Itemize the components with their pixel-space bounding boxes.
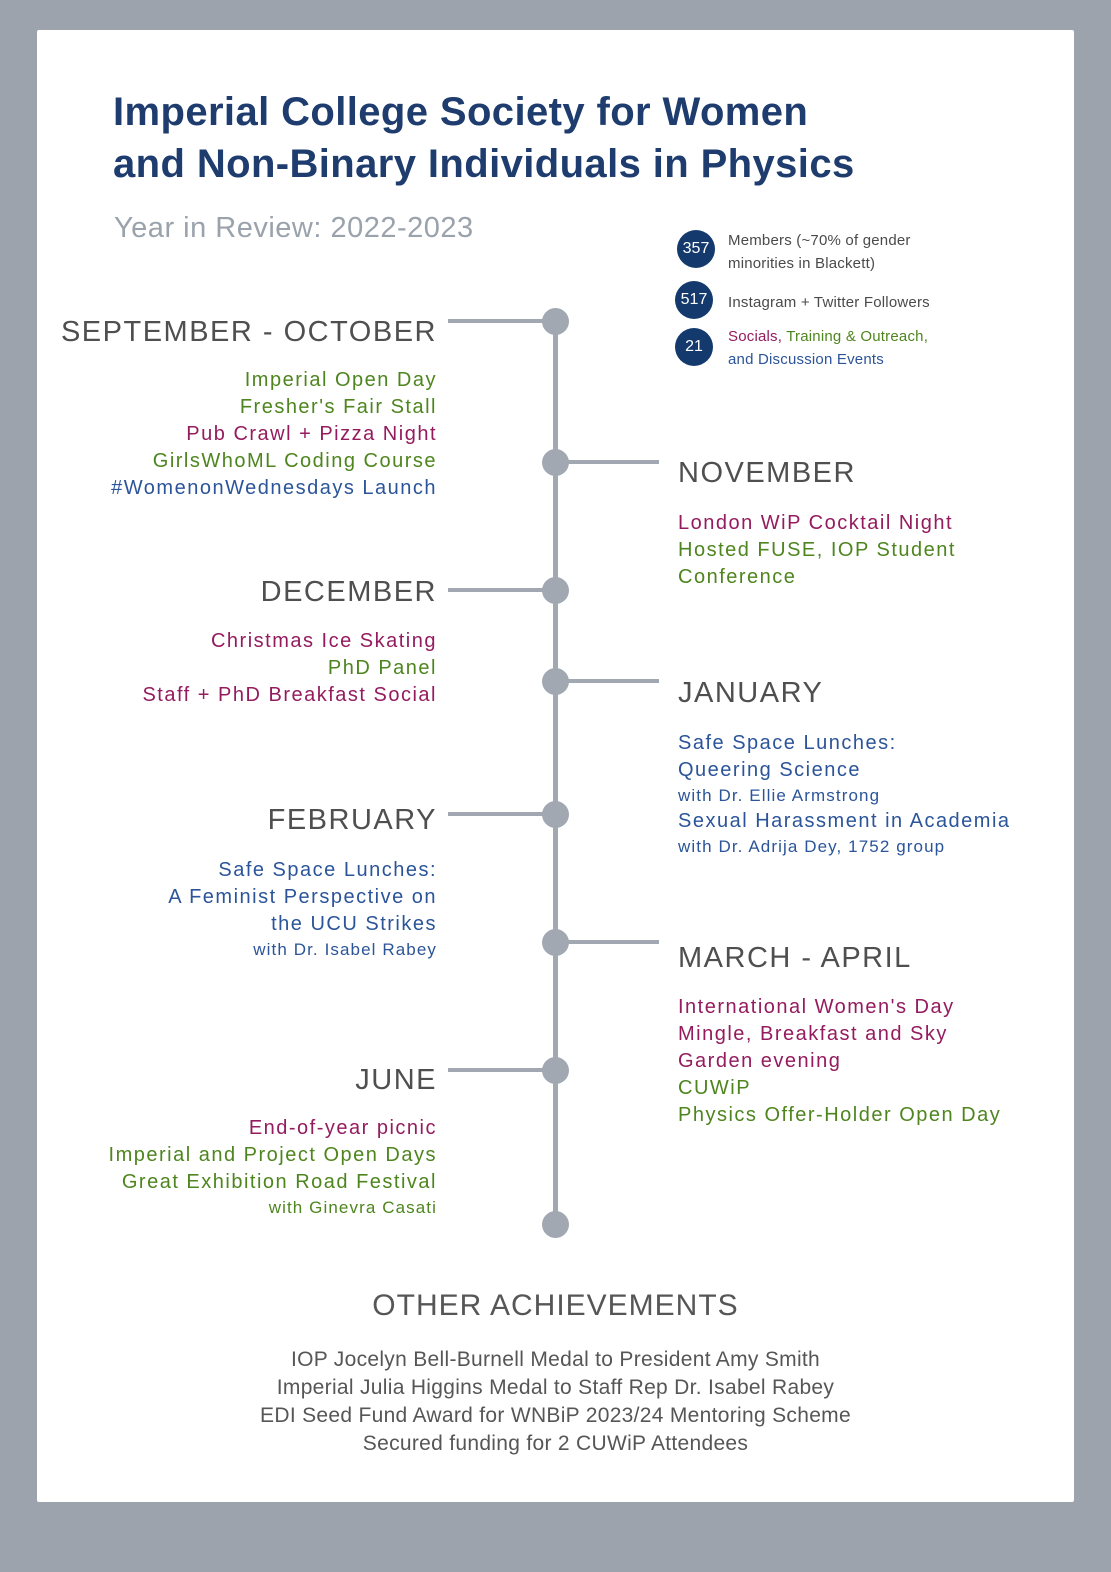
- connector-line: [555, 460, 659, 464]
- event-line: Safe Space Lunches:: [218, 859, 437, 881]
- stat-label-followers: Instagram + Twitter Followers: [728, 294, 930, 311]
- connector-line: [555, 679, 659, 683]
- stat-label-events: Socials, Training & Outreach, and Discus…: [728, 325, 928, 371]
- month-heading-january: JANUARY: [678, 677, 824, 709]
- month-heading-february: FEBRUARY: [267, 804, 437, 836]
- event-line: Queering Science: [678, 759, 861, 781]
- stat-label-members-line2: minorities in Blackett): [728, 255, 876, 272]
- page-title-line1: Imperial College Society for Women: [113, 90, 809, 134]
- event-line: GirlsWhoML Coding Course: [152, 450, 437, 472]
- event-line: Physics Offer-Holder Open Day: [678, 1104, 1002, 1126]
- timeline-node: [542, 1057, 569, 1084]
- page-title: Imperial College Society for Women and N…: [113, 86, 855, 190]
- event-line: London WiP Cocktail Night: [678, 512, 954, 534]
- connector-line: [555, 940, 659, 944]
- event-line: Pub Crawl + Pizza Night: [186, 423, 437, 445]
- stat-label-events-training: Training & Outreach,: [782, 328, 929, 345]
- event-line: International Women's Day: [678, 996, 955, 1018]
- infographic-card: Imperial College Society for Women and N…: [37, 30, 1074, 1502]
- events-november: London WiP Cocktail Night Hosted FUSE, I…: [678, 510, 956, 591]
- achievement-item: Secured funding for 2 CUWiP Attendees: [362, 1432, 749, 1455]
- event-line: with Dr. Ellie Armstrong: [678, 786, 881, 805]
- event-line: Mingle, Breakfast and Sky: [678, 1023, 948, 1045]
- connector-line: [448, 319, 555, 323]
- stat-label-events-line2: and Discussion Events: [728, 351, 884, 368]
- timeline-node: [542, 668, 569, 695]
- event-line: A Feminist Perspective on: [168, 886, 437, 908]
- month-heading-november: NOVEMBER: [678, 457, 856, 489]
- event-line: End-of-year picnic: [248, 1117, 437, 1139]
- event-line: #WomenonWednesdays Launch: [111, 477, 437, 499]
- month-heading-march-april: MARCH - APRIL: [678, 942, 912, 974]
- event-line: Hosted FUSE, IOP Student: [678, 539, 956, 561]
- events-february: Safe Space Lunches: A Feminist Perspecti…: [168, 857, 437, 962]
- event-line: with Ginevra Casati: [268, 1198, 437, 1217]
- stat-badge-followers: 517: [675, 281, 713, 319]
- timeline-node: [542, 577, 569, 604]
- timeline-node: [542, 801, 569, 828]
- month-heading-september-october: SEPTEMBER - OCTOBER: [60, 316, 437, 348]
- month-heading-december: DECEMBER: [260, 576, 437, 608]
- connector-line: [448, 812, 555, 816]
- event-line: Staff + PhD Breakfast Social: [142, 684, 437, 706]
- event-line: Garden evening: [678, 1050, 842, 1072]
- events-january: Safe Space Lunches: Queering Science wit…: [678, 730, 1011, 859]
- events-september-october: Imperial Open Day Fresher's Fair Stall P…: [111, 367, 437, 502]
- event-line: Christmas Ice Skating: [210, 630, 437, 652]
- achievement-item: IOP Jocelyn Bell-Burnell Medal to Presid…: [290, 1348, 821, 1371]
- timeline-spine: [553, 321, 558, 1224]
- timeline-node: [542, 1211, 569, 1238]
- event-line: Imperial Open Day: [244, 369, 437, 391]
- event-line: Imperial and Project Open Days: [108, 1144, 437, 1166]
- stat-label-members: Members (~70% of gender minorities in Bl…: [728, 229, 911, 275]
- event-line: with Dr. Isabel Rabey: [253, 940, 437, 959]
- event-line: Fresher's Fair Stall: [239, 396, 437, 418]
- event-line: Sexual Harassment in Academia: [678, 810, 1011, 832]
- events-december: Christmas Ice Skating PhD Panel Staff + …: [142, 628, 437, 709]
- events-june: End-of-year picnic Imperial and Project …: [109, 1115, 437, 1220]
- event-line: PhD Panel: [327, 657, 437, 679]
- month-heading-june: JUNE: [355, 1064, 437, 1096]
- page-subtitle: Year in Review: 2022-2023: [114, 212, 474, 244]
- timeline-node: [542, 449, 569, 476]
- connector-line: [448, 588, 555, 592]
- achievement-item: Imperial Julia Higgins Medal to Staff Re…: [276, 1376, 835, 1399]
- achievements-heading: OTHER ACHIEVEMENTS: [372, 1289, 739, 1322]
- event-line: the UCU Strikes: [271, 913, 437, 935]
- event-line: Great Exhibition Road Festival: [121, 1171, 437, 1193]
- event-line: with Dr. Adrija Dey, 1752 group: [678, 837, 946, 856]
- stat-label-events-line1: Socials, Training & Outreach,: [728, 325, 928, 348]
- events-march-april: International Women's Day Mingle, Breakf…: [678, 994, 1001, 1129]
- timeline-node: [542, 929, 569, 956]
- event-line: Safe Space Lunches:: [678, 732, 897, 754]
- achievements-list: IOP Jocelyn Bell-Burnell Medal to Presid…: [37, 1346, 1074, 1458]
- stat-label-members-line1: Members (~70% of gender: [728, 232, 911, 249]
- event-line: Conference: [678, 566, 797, 588]
- stat-label-events-socials: Socials,: [728, 328, 783, 345]
- event-line: CUWiP: [678, 1077, 752, 1099]
- page-title-line2: and Non-Binary Individuals in Physics: [113, 142, 855, 186]
- stat-badge-events: 21: [675, 328, 713, 366]
- achievement-item: EDI Seed Fund Award for WNBiP 2023/24 Me…: [260, 1404, 851, 1427]
- timeline-node: [542, 308, 569, 335]
- stat-badge-members: 357: [677, 230, 715, 268]
- connector-line: [448, 1068, 555, 1072]
